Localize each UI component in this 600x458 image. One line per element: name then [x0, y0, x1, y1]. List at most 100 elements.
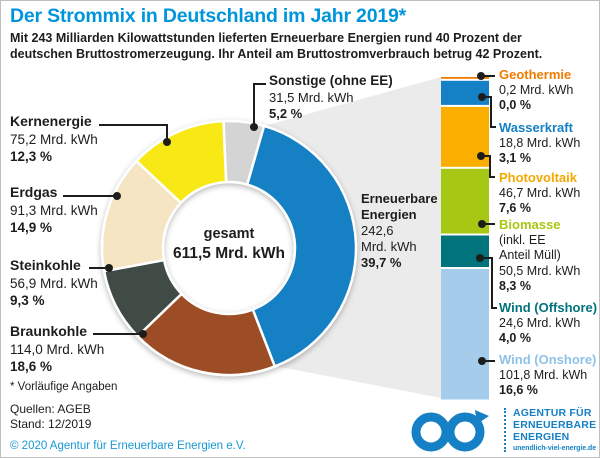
- label-sonstige: Sonstige (ohne EE) 31,5 Mrd. kWh 5,2 %: [269, 73, 393, 123]
- leader-kernenergie: [99, 124, 168, 141]
- label-geothermie: Geothermie 0,2 Mrd. kWh 0,0 %: [499, 67, 573, 114]
- label-erdgas: Erdgas 91,3 Mrd. kWh 14,9 %: [10, 184, 98, 237]
- wind-onshore-name: Wind (Onshore): [499, 352, 597, 367]
- dot-wind-offshore: [476, 254, 484, 262]
- donut-center-label: gesamt 611,5 Mrd. kWh: [159, 225, 299, 263]
- stand-line: Stand: 12/2019: [10, 417, 92, 431]
- braunkohle-name: Braunkohle: [10, 323, 88, 339]
- logo-line-3: ENERGIEN: [513, 431, 570, 443]
- leader-dots: [105, 72, 486, 365]
- label-erneuerbare-energien: Erneuerbare Energien 242,6 Mrd. kWh 39,7…: [361, 191, 438, 271]
- kernenergie-value: 75,2 Mrd. kWh: [10, 131, 98, 147]
- steinkohle-name: Steinkohle: [10, 257, 81, 273]
- label-braunkohle: Braunkohle 114,0 Mrd. kWh 18,6 %: [10, 323, 104, 376]
- label-wind-offshore: Wind (Offshore) 24,6 Mrd. kWh 4,0 %: [499, 300, 597, 347]
- dot-erdgas: [113, 192, 121, 200]
- wasserkraft-name: Wasserkraft: [499, 120, 573, 135]
- erdgas-pct: 14,9 %: [10, 220, 53, 235]
- ee-value-line2: Mrd. kWh: [361, 239, 417, 254]
- bar-segment-wind-onshore: [441, 269, 489, 400]
- label-biomasse: Biomasse (inkl. EE Anteil Müll) 50,5 Mrd…: [499, 217, 580, 295]
- wind-offshore-pct: 4,0 %: [499, 331, 531, 345]
- donut-slice-erneuerbare-energien: [245, 124, 358, 368]
- donut-slice-kernenergie: [135, 119, 228, 205]
- infinity-icon: [411, 410, 489, 452]
- dot-biomasse: [478, 220, 486, 228]
- wind-onshore-value: 101,8 Mrd. kWh: [499, 367, 588, 382]
- braunkohle-pct: 18,6 %: [10, 359, 53, 374]
- biomasse-value: 50,5 Mrd. kWh: [499, 263, 581, 278]
- dot-geothermie: [477, 72, 485, 80]
- subtitle-line-1: Mit 243 Milliarden Kilowattstunden liefe…: [10, 31, 522, 45]
- leader-sonstige: [253, 83, 266, 125]
- logo-line-2: ERNEUERBARE: [513, 419, 597, 431]
- bar-segment-wind-offshore: [441, 235, 489, 267]
- total-label: gesamt: [203, 226, 255, 242]
- ee-name-line1: Erneuerbare: [361, 191, 438, 206]
- dot-braunkohle: [139, 330, 147, 338]
- erdgas-value: 91,3 Mrd. kWh: [10, 202, 98, 218]
- footnote: * Vorläufige Angaben: [10, 381, 118, 393]
- subtitle-line-2: deutschen Bruttostromerzeugung. Ihr Ante…: [10, 46, 543, 61]
- sonstige-name: Sonstige (ohne EE): [269, 73, 393, 88]
- logo-divider: [504, 408, 506, 452]
- aee-logo: AGENTUR FÜR ERNEUERBARE ENERGIEN unendli…: [403, 405, 599, 455]
- sonstige-value: 31,5 Mrd. kWh: [269, 89, 354, 105]
- ee-name-line2: Energien: [361, 207, 417, 222]
- subtitle: Mit 243 Milliarden Kilowattstunden liefe…: [10, 31, 542, 62]
- label-steinkohle: Steinkohle 56,9 Mrd. kWh 9,3 %: [10, 257, 98, 310]
- biomasse-note-line1: (inkl. EE: [499, 232, 546, 247]
- geothermie-pct: 0,0 %: [499, 98, 531, 112]
- label-wasserkraft: Wasserkraft 18,8 Mrd. kWh 3,1 %: [499, 120, 580, 167]
- steinkohle-pct: 9,3 %: [10, 293, 45, 308]
- source-line: Quellen: AGEB: [10, 402, 91, 416]
- biomasse-pct: 8,3 %: [499, 279, 531, 293]
- leader-lines: [63, 75, 497, 362]
- bar-segment-geothermie: [441, 77, 489, 79]
- copyright: © 2020 Agentur für Erneuerbare Energien …: [10, 440, 246, 452]
- logo-text: AGENTUR FÜR ERNEUERBARE ENERGIEN: [513, 407, 596, 443]
- label-photovoltaik: Photovoltaik 46,7 Mrd. kWh 7,6 %: [499, 170, 580, 217]
- total-value: 611,5 Mrd. kWh: [173, 245, 285, 262]
- page-title: Der Strommix in Deutschland im Jahr 2019…: [10, 5, 407, 27]
- biomasse-name: Biomasse: [499, 217, 561, 232]
- wind-offshore-name: Wind (Offshore): [499, 300, 598, 315]
- photovoltaik-pct: 7,6 %: [499, 201, 531, 215]
- label-kernenergie: Kernenergie 75,2 Mrd. kWh 12,3 %: [10, 113, 98, 166]
- label-wind-onshore: Wind (Onshore) 101,8 Mrd. kWh 16,6 %: [499, 352, 596, 399]
- donut-chart: [100, 119, 358, 377]
- leader-wasserkraft: [482, 96, 496, 128]
- wind-offshore-value: 24,6 Mrd. kWh: [499, 315, 581, 330]
- biomasse-note-line2: Anteil Müll): [499, 248, 561, 262]
- erdgas-name: Erdgas: [10, 184, 58, 200]
- dot-steinkohle: [105, 264, 113, 272]
- dot-sonstige: [250, 123, 258, 131]
- photovoltaik-name: Photovoltaik: [499, 170, 578, 185]
- wasserkraft-pct: 3,1 %: [499, 151, 531, 165]
- dot-kernenergie: [163, 138, 171, 146]
- source-block: Quellen: AGEB Stand: 12/2019: [10, 402, 91, 432]
- dot-photovoltaik: [477, 152, 485, 160]
- photovoltaik-value: 46,7 Mrd. kWh: [499, 185, 581, 200]
- leader-wind-offshore: [480, 257, 497, 309]
- renewables-stacked-bar: [441, 77, 489, 400]
- wind-onshore-pct: 16,6 %: [499, 383, 538, 397]
- geothermie-value: 0,2 Mrd. kWh: [499, 82, 574, 97]
- dot-wasserkraft: [478, 93, 486, 101]
- kernenergie-name: Kernenergie: [10, 113, 92, 129]
- leader-photovoltaik: [481, 155, 495, 178]
- steinkohle-value: 56,9 Mrd. kWh: [10, 275, 98, 291]
- ee-value-line1: 242,6: [361, 223, 394, 238]
- geothermie-name: Geothermie: [499, 67, 572, 82]
- ee-pct: 39,7 %: [361, 255, 402, 270]
- wasserkraft-value: 18,8 Mrd. kWh: [499, 135, 581, 150]
- dot-wind-onshore: [478, 357, 486, 365]
- bar-segment-wasserkraft: [441, 80, 489, 105]
- braunkohle-value: 114,0 Mrd. kWh: [10, 341, 105, 357]
- logo-url: unendlich-viel-energie.de: [513, 445, 597, 452]
- donut-hole: [159, 178, 299, 318]
- kernenergie-pct: 12,3 %: [10, 149, 53, 164]
- sonstige-pct: 5,2 %: [269, 106, 303, 121]
